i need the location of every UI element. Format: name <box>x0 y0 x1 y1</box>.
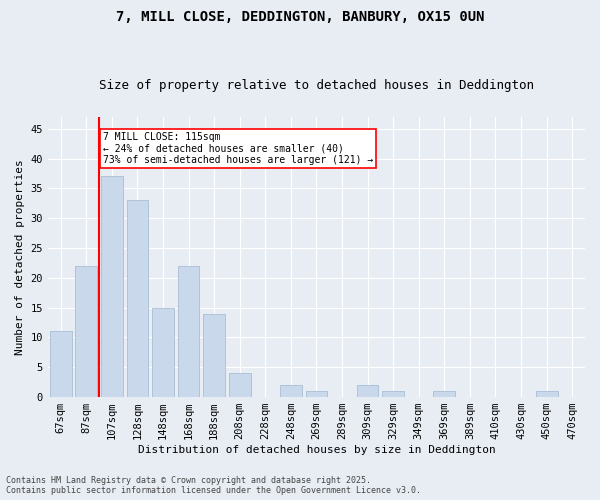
Y-axis label: Number of detached properties: Number of detached properties <box>15 159 25 355</box>
Text: 7 MILL CLOSE: 115sqm
← 24% of detached houses are smaller (40)
73% of semi-detac: 7 MILL CLOSE: 115sqm ← 24% of detached h… <box>103 132 373 165</box>
Bar <box>536 391 557 397</box>
Bar <box>382 391 404 397</box>
Bar <box>433 391 455 397</box>
Bar <box>152 308 174 397</box>
X-axis label: Distribution of detached houses by size in Deddington: Distribution of detached houses by size … <box>137 445 496 455</box>
Bar <box>357 385 379 397</box>
Bar <box>178 266 199 397</box>
Text: Contains HM Land Registry data © Crown copyright and database right 2025.
Contai: Contains HM Land Registry data © Crown c… <box>6 476 421 495</box>
Bar <box>229 373 251 397</box>
Bar <box>280 385 302 397</box>
Bar <box>203 314 225 397</box>
Text: 7, MILL CLOSE, DEDDINGTON, BANBURY, OX15 0UN: 7, MILL CLOSE, DEDDINGTON, BANBURY, OX15… <box>116 10 484 24</box>
Bar <box>101 176 123 397</box>
Bar <box>305 391 328 397</box>
Bar <box>76 266 97 397</box>
Bar <box>127 200 148 397</box>
Bar <box>50 332 71 397</box>
Title: Size of property relative to detached houses in Deddington: Size of property relative to detached ho… <box>99 79 534 92</box>
